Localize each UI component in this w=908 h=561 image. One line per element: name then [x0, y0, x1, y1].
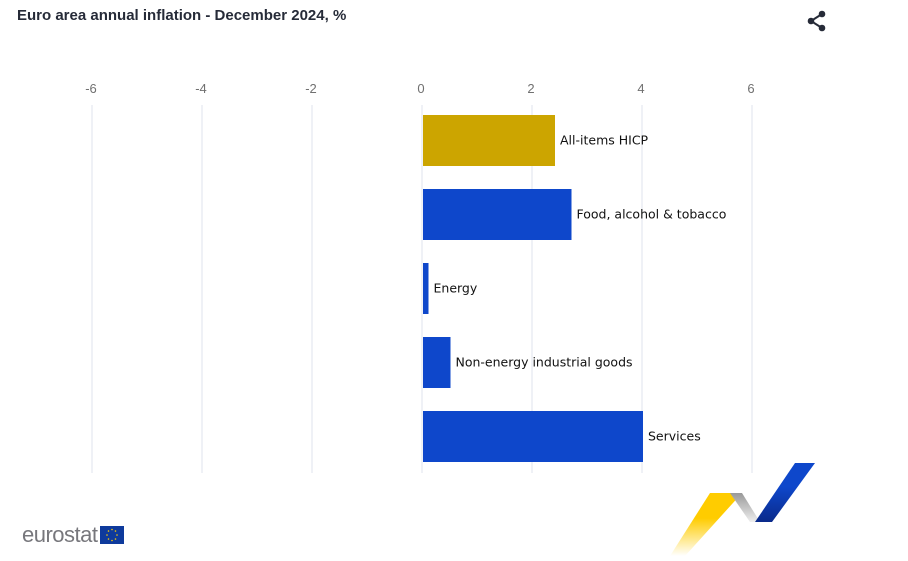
bar-chart: -6 -4 -2 0 2 4 6 All-items HICP Food, alcohol & … — [85, 81, 755, 473]
x-tick-label: -2 — [305, 81, 317, 96]
bar[interactable] — [423, 115, 555, 166]
bar-label: All-items HICP — [560, 133, 649, 148]
x-tick-label: 0 — [417, 81, 424, 96]
bar[interactable] — [423, 263, 429, 314]
bar[interactable] — [423, 189, 572, 240]
logo-text: eurostat — [22, 522, 98, 547]
decorative-ribbon — [670, 463, 815, 556]
bar-label: Services — [648, 429, 701, 444]
chart-title: Euro area annual inflation - December 20… — [17, 7, 347, 24]
bar[interactable] — [423, 337, 451, 388]
eurostat-logo: eurostat — [22, 522, 124, 548]
x-tick-label: -4 — [195, 81, 207, 96]
bar-label: Food, alcohol & tobacco — [577, 207, 727, 222]
x-tick-label: -6 — [85, 81, 97, 96]
bar-label: Non-energy industrial goods — [456, 355, 633, 370]
share-icon[interactable] — [806, 10, 828, 32]
x-tick-label: 4 — [637, 81, 644, 96]
eu-flag-icon — [99, 526, 124, 544]
x-tick-label: 6 — [747, 81, 754, 96]
bar[interactable] — [423, 411, 643, 462]
bar-label: Energy — [434, 281, 478, 296]
x-tick-label: 2 — [527, 81, 534, 96]
